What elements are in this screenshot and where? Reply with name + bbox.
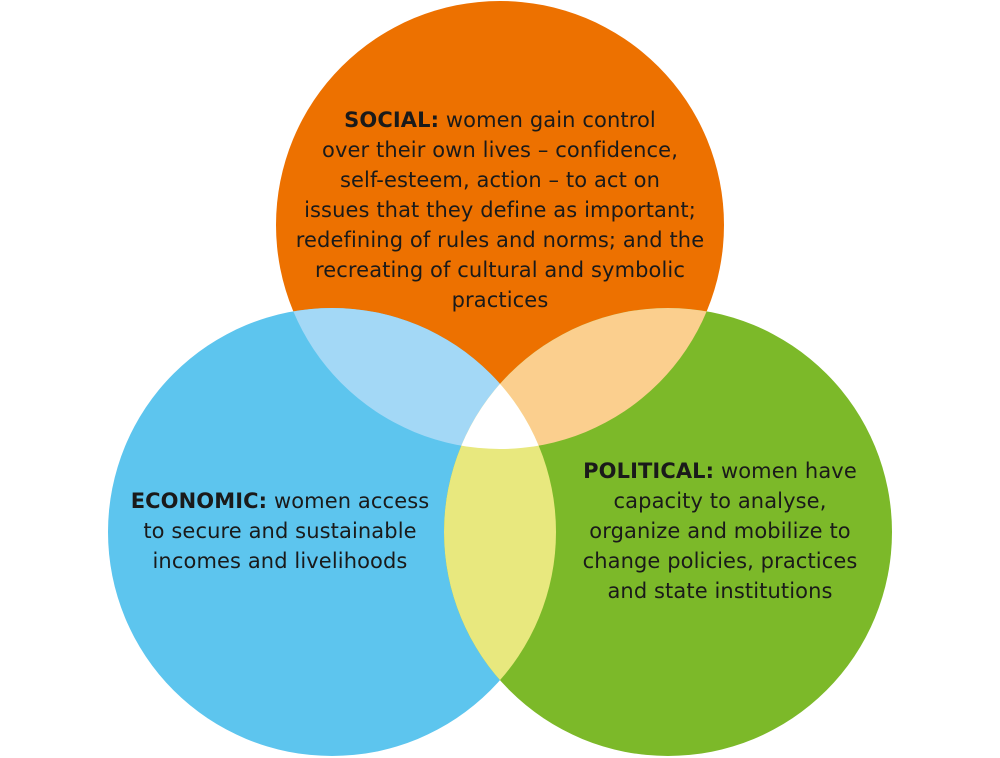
- social-political-overlap: [444, 308, 724, 449]
- economic-heading: ECONOMIC:: [130, 489, 268, 513]
- social-label: SOCIAL: women gain control over their ow…: [280, 105, 720, 315]
- social-line: recreating of cultural and symbolic: [314, 258, 686, 282]
- political-line: change policies, practices: [582, 549, 858, 573]
- social-line: self-esteem, action – to act on: [339, 168, 661, 192]
- economic-line: women access: [267, 489, 430, 513]
- social-line: redefining of rules and norms; and the: [295, 228, 705, 252]
- social-line: over their own lives – confidence,: [322, 138, 678, 162]
- economic-label: ECONOMIC: women access to secure and sus…: [125, 486, 435, 576]
- political-line: women have: [714, 459, 857, 483]
- social-line: issues that they define as important;: [304, 198, 696, 222]
- political-heading: POLITICAL:: [583, 459, 715, 483]
- social-line: women gain control: [439, 108, 656, 132]
- social-heading: SOCIAL:: [344, 108, 440, 132]
- political-line: and state institutions: [607, 579, 833, 603]
- political-line: capacity to analyse,: [613, 489, 827, 513]
- social-economic-overlap: [276, 308, 556, 449]
- social-line: practices: [451, 288, 549, 312]
- political-label: POLITICAL: women have capacity to analys…: [565, 456, 875, 606]
- economic-line: to secure and sustainable: [143, 519, 417, 543]
- economic-line: incomes and livelihoods: [152, 549, 408, 573]
- political-line: organize and mobilize to: [589, 519, 851, 543]
